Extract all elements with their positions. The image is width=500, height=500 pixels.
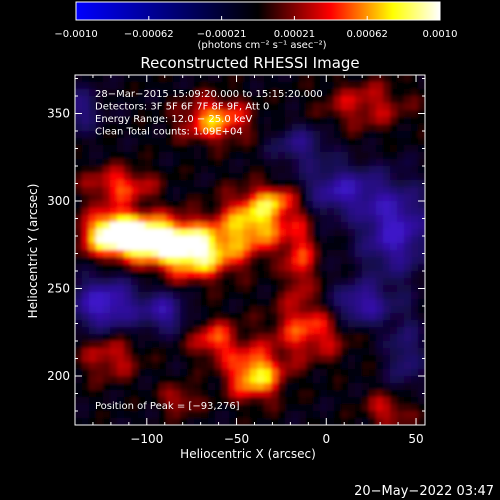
annotation-block: 28−Mar−2015 15:09:20.000 to 15:15:20.000… (95, 89, 323, 138)
colorbar-tick-label: 0.00021 (274, 29, 315, 40)
y-tick-label: 350 (47, 107, 70, 121)
colorbar-units: (photons cm⁻² s⁻¹ asec⁻²) (197, 40, 326, 51)
colorbar (75, 1, 441, 21)
x-tick-label: 0 (322, 432, 330, 446)
y-axis-label: Heliocentric Y (arcsec) (26, 184, 40, 319)
x-tick-label: −100 (130, 432, 163, 446)
annotation-line: Clean Total counts: 1.09E+04 (95, 127, 243, 138)
axis-ticks: −100 −50 0 50 200 250 300 350 (47, 75, 425, 446)
chart-title: Reconstructed RHESSI Image (140, 54, 359, 72)
heatmap-image (75, 75, 425, 425)
peak-position-label: Position of Peak = [−93,276] (95, 401, 240, 412)
colorbar-tick-label: 0.0010 (423, 29, 458, 40)
x-tick-label: 50 (408, 432, 423, 446)
annotation-line: Detectors: 3F 5F 6F 7F 8F 9F, Att 0 (95, 102, 269, 113)
x-axis-label: Heliocentric X (arcsec) (180, 447, 316, 461)
colorbar-tick-label: 0.00062 (347, 29, 388, 40)
colorbar-tick-label: −0.0010 (54, 29, 97, 40)
annotation-line: Energy Range: 12.0 − 25.0 keV (95, 114, 252, 125)
y-tick-label: 200 (47, 369, 70, 383)
footer-date: 20−May−2022 03:47 (354, 484, 494, 499)
annotation-line: 28−Mar−2015 15:09:20.000 to 15:15:20.000 (95, 89, 323, 100)
colorbar-ticks: −0.0010 −0.00062 −0.00021 0.00021 0.00062 0.0… (54, 16, 458, 40)
y-tick-label: 300 (47, 194, 70, 208)
y-tick-label: 250 (47, 282, 70, 296)
plot-frame (74, 74, 426, 426)
colorbar-tick-label: −0.00062 (124, 29, 174, 40)
x-tick-label: −50 (224, 432, 249, 446)
colorbar-tick-label: −0.00021 (197, 29, 247, 40)
